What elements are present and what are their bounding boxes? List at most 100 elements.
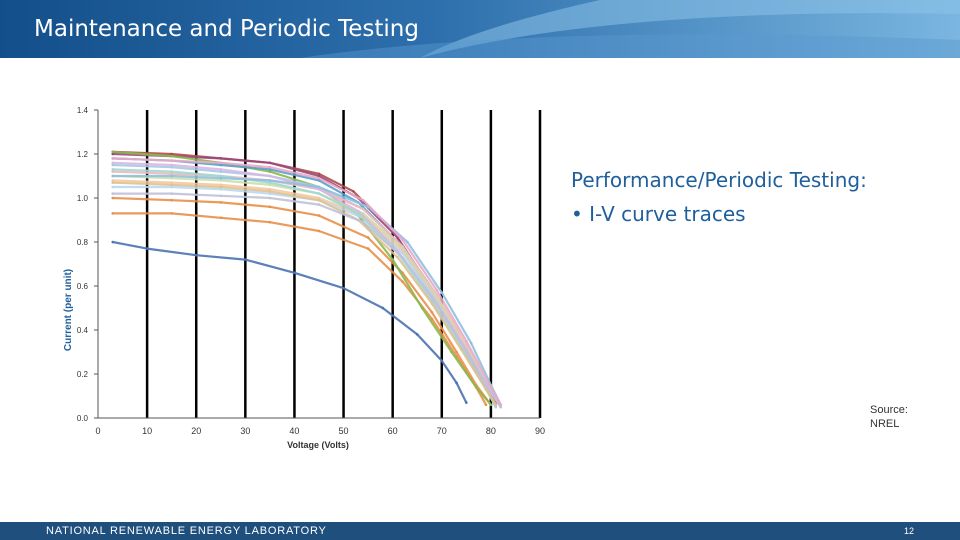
footer-bar: NATIONAL RENEWABLE ENERGY LABORATORY 12 (0, 522, 960, 540)
series-point (268, 192, 272, 195)
series-point (219, 161, 223, 165)
source-label: Source: (870, 404, 908, 416)
series-point (111, 212, 115, 215)
series-point (170, 176, 173, 180)
source-note: Source: NREL (870, 403, 908, 431)
bullet-item-text: I-V curve traces (589, 202, 746, 226)
series-point (219, 174, 223, 178)
series-point (170, 154, 173, 158)
series-point (489, 403, 493, 407)
series-point (381, 306, 385, 310)
series-point (406, 240, 409, 244)
series-point (111, 170, 115, 173)
series-point (440, 359, 444, 363)
x-tick-label: 40 (289, 426, 299, 436)
series-point (219, 183, 223, 187)
series-point (111, 163, 115, 167)
text-heading: Performance/Periodic Testing: (571, 168, 867, 192)
y-tick-label: 0.0 (77, 414, 89, 423)
series-point (460, 348, 463, 352)
series-point (474, 385, 478, 389)
series-point (268, 174, 272, 178)
series-point (469, 341, 473, 345)
bullet-item: • I-V curve traces (571, 202, 746, 226)
series-point (219, 157, 223, 160)
series-point (317, 203, 321, 206)
series-point (440, 291, 444, 294)
slide-title: Maintenance and Periodic Testing (34, 16, 419, 42)
series-point (361, 220, 365, 224)
series-point (450, 350, 453, 354)
series-point (499, 405, 503, 409)
title-bar: Maintenance and Periodic Testing (0, 0, 960, 58)
series-point (111, 179, 115, 182)
series-point (111, 196, 115, 200)
y-tick-label: 0.6 (77, 282, 89, 291)
series-point (317, 172, 321, 176)
x-tick-label: 0 (95, 426, 100, 436)
y-tick-label: 0.4 (77, 326, 89, 335)
series-point (268, 220, 272, 224)
series-point (111, 181, 115, 184)
series-point (430, 311, 434, 314)
series-point (170, 181, 173, 184)
series-point (465, 348, 468, 352)
series-point (352, 190, 355, 193)
series-point (170, 192, 173, 195)
series-point (268, 190, 272, 193)
series-point (111, 150, 115, 154)
series-point (219, 187, 223, 191)
series-point (317, 229, 321, 233)
y-tick-label: 1.2 (77, 150, 89, 159)
series-point (170, 183, 173, 187)
series-point (455, 350, 458, 354)
series-point (401, 280, 404, 283)
series-point (465, 339, 468, 343)
series-point (170, 185, 173, 189)
x-tick-label: 90 (535, 426, 545, 436)
series-point (391, 258, 394, 261)
series-point (366, 236, 370, 239)
series-point (170, 165, 173, 169)
series-point (111, 185, 115, 189)
series-point (170, 163, 173, 167)
series-point (435, 302, 439, 305)
series-point (170, 198, 173, 202)
y-tick-label: 0.2 (77, 370, 89, 379)
x-tick-label: 70 (437, 426, 447, 436)
series-point (401, 238, 404, 242)
series-point (268, 205, 272, 209)
series-point (111, 152, 115, 156)
series-point (170, 170, 173, 173)
series-point (268, 179, 272, 182)
series-point (484, 403, 488, 407)
source-name: NREL (870, 418, 900, 430)
series-point (356, 212, 360, 215)
footer-organization: NATIONAL RENEWABLE ENERGY LABORATORY (46, 525, 327, 537)
series-point (170, 152, 173, 156)
series-group (111, 150, 503, 409)
x-tick-label: 60 (388, 426, 398, 436)
series-point (361, 198, 365, 202)
series-point (219, 179, 223, 182)
series-point (219, 185, 223, 189)
series-point (317, 214, 321, 217)
x-tick-label: 20 (191, 426, 201, 436)
series-point (317, 174, 321, 178)
series-point (317, 176, 321, 180)
series-point (268, 196, 272, 200)
series-point (317, 185, 321, 189)
y-axis-label: Current (per unit) (63, 269, 74, 351)
x-tick-label: 10 (142, 426, 152, 436)
series-point (494, 405, 498, 409)
series-point (219, 176, 223, 180)
series-point (317, 192, 321, 195)
series-point (219, 170, 223, 173)
series-point (317, 187, 321, 191)
series-point (170, 212, 173, 215)
series-point (489, 390, 493, 393)
series-point (366, 247, 370, 250)
series-point (435, 289, 439, 292)
x-tick-label: 30 (240, 426, 250, 436)
series-point (401, 251, 404, 255)
